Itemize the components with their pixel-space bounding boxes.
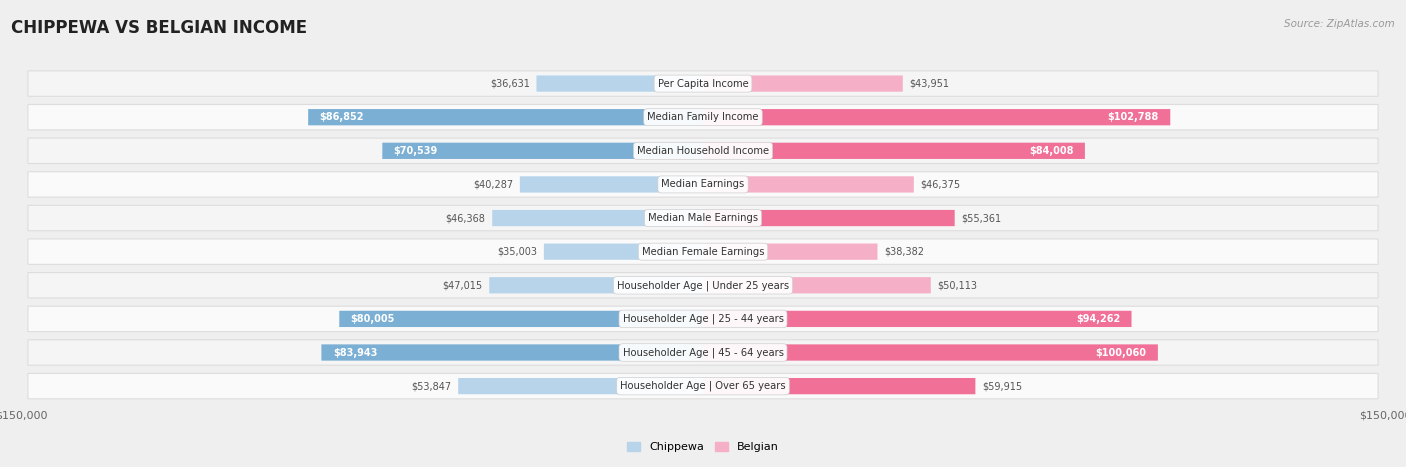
FancyBboxPatch shape xyxy=(28,239,1378,264)
Text: $80,005: $80,005 xyxy=(350,314,395,324)
FancyBboxPatch shape xyxy=(492,210,703,226)
FancyBboxPatch shape xyxy=(28,205,1378,231)
Text: $100,060: $100,060 xyxy=(1095,347,1146,358)
FancyBboxPatch shape xyxy=(703,177,914,192)
Text: $40,287: $40,287 xyxy=(472,179,513,190)
FancyBboxPatch shape xyxy=(322,344,703,361)
FancyBboxPatch shape xyxy=(537,76,703,92)
FancyBboxPatch shape xyxy=(703,311,1132,327)
Text: $70,539: $70,539 xyxy=(394,146,437,156)
FancyBboxPatch shape xyxy=(703,210,955,226)
FancyBboxPatch shape xyxy=(489,277,703,293)
Text: $94,262: $94,262 xyxy=(1076,314,1121,324)
FancyBboxPatch shape xyxy=(28,172,1378,197)
Text: $43,951: $43,951 xyxy=(910,78,949,89)
FancyBboxPatch shape xyxy=(703,109,1170,125)
Text: $47,015: $47,015 xyxy=(443,280,482,290)
FancyBboxPatch shape xyxy=(382,143,703,159)
FancyBboxPatch shape xyxy=(703,76,903,92)
Text: Median Female Earnings: Median Female Earnings xyxy=(641,247,765,257)
Text: $84,008: $84,008 xyxy=(1029,146,1074,156)
Text: Median Earnings: Median Earnings xyxy=(661,179,745,190)
Text: Householder Age | Over 65 years: Householder Age | Over 65 years xyxy=(620,381,786,391)
Legend: Chippewa, Belgian: Chippewa, Belgian xyxy=(623,437,783,456)
Text: Median Household Income: Median Household Income xyxy=(637,146,769,156)
Text: Median Male Earnings: Median Male Earnings xyxy=(648,213,758,223)
FancyBboxPatch shape xyxy=(520,177,703,192)
FancyBboxPatch shape xyxy=(28,374,1378,399)
Text: $46,368: $46,368 xyxy=(446,213,485,223)
Text: $55,361: $55,361 xyxy=(962,213,1001,223)
FancyBboxPatch shape xyxy=(458,378,703,394)
FancyBboxPatch shape xyxy=(28,306,1378,332)
Text: Householder Age | 45 - 64 years: Householder Age | 45 - 64 years xyxy=(623,347,783,358)
Text: Householder Age | 25 - 44 years: Householder Age | 25 - 44 years xyxy=(623,314,783,324)
FancyBboxPatch shape xyxy=(703,277,931,293)
FancyBboxPatch shape xyxy=(28,105,1378,130)
FancyBboxPatch shape xyxy=(28,71,1378,96)
Text: $50,113: $50,113 xyxy=(938,280,977,290)
FancyBboxPatch shape xyxy=(28,340,1378,365)
FancyBboxPatch shape xyxy=(28,138,1378,163)
FancyBboxPatch shape xyxy=(703,143,1085,159)
Text: Per Capita Income: Per Capita Income xyxy=(658,78,748,89)
Text: $86,852: $86,852 xyxy=(319,112,364,122)
Text: Source: ZipAtlas.com: Source: ZipAtlas.com xyxy=(1284,19,1395,28)
Text: Median Family Income: Median Family Income xyxy=(647,112,759,122)
FancyBboxPatch shape xyxy=(308,109,703,125)
FancyBboxPatch shape xyxy=(703,243,877,260)
Text: $36,631: $36,631 xyxy=(489,78,530,89)
FancyBboxPatch shape xyxy=(28,273,1378,298)
Text: $46,375: $46,375 xyxy=(921,179,960,190)
Text: $83,943: $83,943 xyxy=(333,347,377,358)
Text: $102,788: $102,788 xyxy=(1108,112,1159,122)
FancyBboxPatch shape xyxy=(703,344,1159,361)
Text: CHIPPEWA VS BELGIAN INCOME: CHIPPEWA VS BELGIAN INCOME xyxy=(11,19,308,37)
Text: $53,847: $53,847 xyxy=(412,381,451,391)
Text: $59,915: $59,915 xyxy=(983,381,1022,391)
Text: Householder Age | Under 25 years: Householder Age | Under 25 years xyxy=(617,280,789,290)
FancyBboxPatch shape xyxy=(544,243,703,260)
FancyBboxPatch shape xyxy=(703,378,976,394)
Text: $35,003: $35,003 xyxy=(498,247,537,257)
Text: $38,382: $38,382 xyxy=(884,247,924,257)
FancyBboxPatch shape xyxy=(339,311,703,327)
